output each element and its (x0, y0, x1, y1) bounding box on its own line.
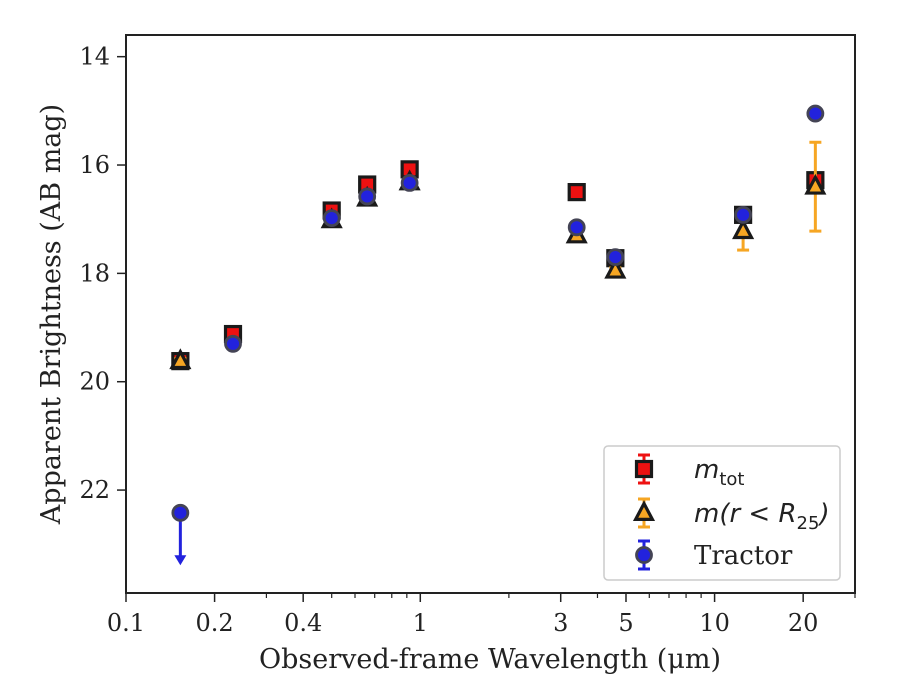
data-point (322, 209, 341, 228)
circle-marker (400, 173, 419, 192)
x-tick-label: 1 (413, 609, 428, 637)
data-point (358, 187, 377, 206)
triangle-marker (632, 500, 656, 521)
triangle-marker (804, 173, 827, 195)
circle-marker (322, 209, 341, 228)
circle-marker (635, 546, 653, 564)
x-tick-label: 20 (788, 609, 819, 637)
circle-marker (606, 248, 625, 267)
y-tick-label: 14 (79, 43, 110, 71)
legend-label: mtot (694, 455, 744, 490)
y-tick-label: 22 (79, 476, 110, 504)
triangle-marker (604, 257, 627, 279)
data-point (604, 257, 627, 279)
data-point (734, 205, 753, 224)
data-point (567, 183, 586, 202)
data-point (400, 173, 419, 192)
data-point (804, 140, 827, 233)
circle-marker (171, 503, 190, 522)
circle-marker (567, 218, 586, 237)
data-point (806, 104, 825, 123)
data-point (171, 503, 190, 566)
legend: mtot m(r < R25) Tractor (603, 445, 841, 581)
series-circle (171, 104, 825, 566)
x-tick-label: 0.4 (284, 609, 322, 637)
plot-area (169, 104, 827, 566)
legend-entry: m(r < R25) (632, 497, 830, 534)
y-tick-label: 18 (79, 259, 110, 287)
x-axis-label: Observed-frame Wavelength (μm) (259, 644, 721, 675)
circle-marker (224, 334, 242, 353)
data-point (606, 248, 625, 267)
x-tick-label: 0.2 (196, 609, 234, 637)
y-axis-label: Apparent Brightness (AB mag) (36, 104, 67, 525)
y-tick-label: 20 (79, 368, 110, 396)
data-point (567, 218, 586, 237)
y-axis: 14 16 18 20 22 (79, 43, 126, 504)
circle-marker (734, 205, 753, 224)
x-tick-label: 0.1 (107, 609, 145, 637)
legend-label: m(r < R25) (694, 499, 830, 534)
data-point (169, 348, 192, 370)
data-point (224, 334, 242, 353)
triangle-marker (169, 348, 192, 370)
triangle-marker (732, 218, 755, 240)
x-tick-label: 10 (699, 609, 730, 637)
upper-limit-arrow (174, 555, 187, 566)
legend-entry: mtot (634, 453, 744, 490)
plot-frame (125, 34, 856, 594)
square-marker (567, 183, 586, 202)
y-tick-label: 16 (79, 151, 110, 179)
legend-entry: Tractor (635, 539, 793, 571)
x-axis: 0.1 0.2 0.4 1 3 5 10 20 (107, 593, 856, 637)
square-marker (634, 459, 654, 479)
x-tick-label: 5 (618, 609, 633, 637)
circle-marker (358, 187, 377, 206)
circle-marker (806, 104, 825, 123)
legend-box (603, 445, 841, 581)
x-tick-label: 3 (553, 609, 568, 637)
legend-label: Tractor (694, 541, 793, 571)
